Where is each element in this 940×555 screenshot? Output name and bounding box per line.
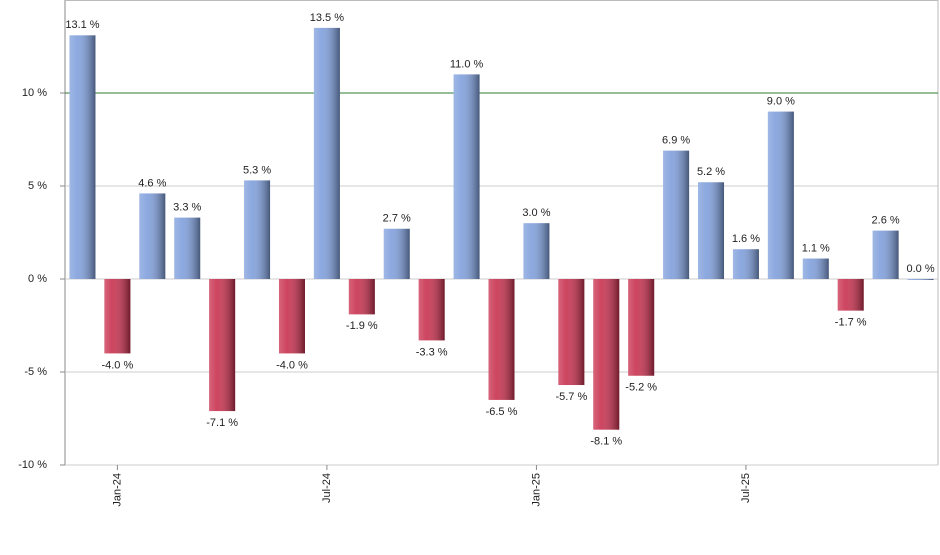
value-label: 1.1 % [802, 242, 830, 254]
value-label: -5.7 % [555, 391, 587, 403]
bar-shade [802, 258, 829, 279]
bar-shade [104, 279, 131, 354]
bar-shade [628, 279, 655, 376]
y-tick-label: 0 % [28, 273, 47, 285]
bar-shade [313, 27, 340, 280]
value-label: 4.6 % [138, 177, 166, 189]
bar-shade [383, 228, 410, 279]
value-label: 3.3 % [173, 202, 201, 214]
value-label: -6.5 % [486, 406, 518, 418]
value-label: 2.7 % [383, 213, 411, 225]
value-label: 5.2 % [697, 166, 725, 178]
bar-shade [418, 279, 445, 341]
y-tick-label: -5 % [24, 366, 47, 378]
value-label: -1.9 % [346, 320, 378, 332]
bar-shade [907, 279, 934, 280]
bar-shade [663, 150, 690, 279]
value-label: 0.0 % [906, 263, 934, 275]
y-tick-label: -10 % [18, 459, 47, 471]
x-tick-label: Jul-25 [740, 473, 752, 503]
bar-shade [523, 223, 550, 279]
value-label: 13.5 % [310, 12, 344, 24]
bar-shade [872, 230, 899, 279]
bar-shade [767, 111, 794, 279]
value-label: 1.6 % [732, 233, 760, 245]
bar-shade [558, 279, 585, 386]
value-label: -7.1 % [206, 417, 238, 429]
value-label: 13.1 % [65, 19, 99, 31]
bar-shade [698, 182, 725, 279]
x-tick-label: Jan-25 [530, 473, 542, 507]
bar-shade [488, 279, 515, 400]
bar-shade [174, 217, 201, 279]
bar-shade [348, 279, 375, 315]
value-label: -4.0 % [101, 359, 133, 371]
bar-shade [453, 74, 480, 280]
bar-shade [732, 249, 759, 279]
bar-shade [209, 279, 236, 412]
bar-shade [837, 279, 864, 311]
value-label: 9.0 % [767, 96, 795, 108]
bar-shade [244, 180, 271, 279]
y-tick-label: 10 % [22, 87, 47, 99]
value-label: 5.3 % [243, 164, 271, 176]
x-tick-label: Jul-24 [321, 473, 333, 503]
value-label: -8.1 % [590, 436, 622, 448]
x-tick-label: Jan-24 [111, 473, 123, 507]
bar-shade [278, 279, 305, 354]
value-label: 2.6 % [872, 215, 900, 227]
bar-shade [139, 193, 166, 279]
bar-shade [69, 35, 96, 280]
y-tick-label: 5 % [28, 180, 47, 192]
value-label: -3.3 % [416, 346, 448, 358]
value-label: -1.7 % [835, 317, 867, 329]
value-label: 3.0 % [522, 207, 550, 219]
value-label: 11.0 % [450, 58, 484, 70]
bar-shade [593, 279, 620, 430]
value-label: -4.0 % [276, 359, 308, 371]
value-label: -5.2 % [625, 382, 657, 394]
value-label: 6.9 % [662, 135, 690, 147]
